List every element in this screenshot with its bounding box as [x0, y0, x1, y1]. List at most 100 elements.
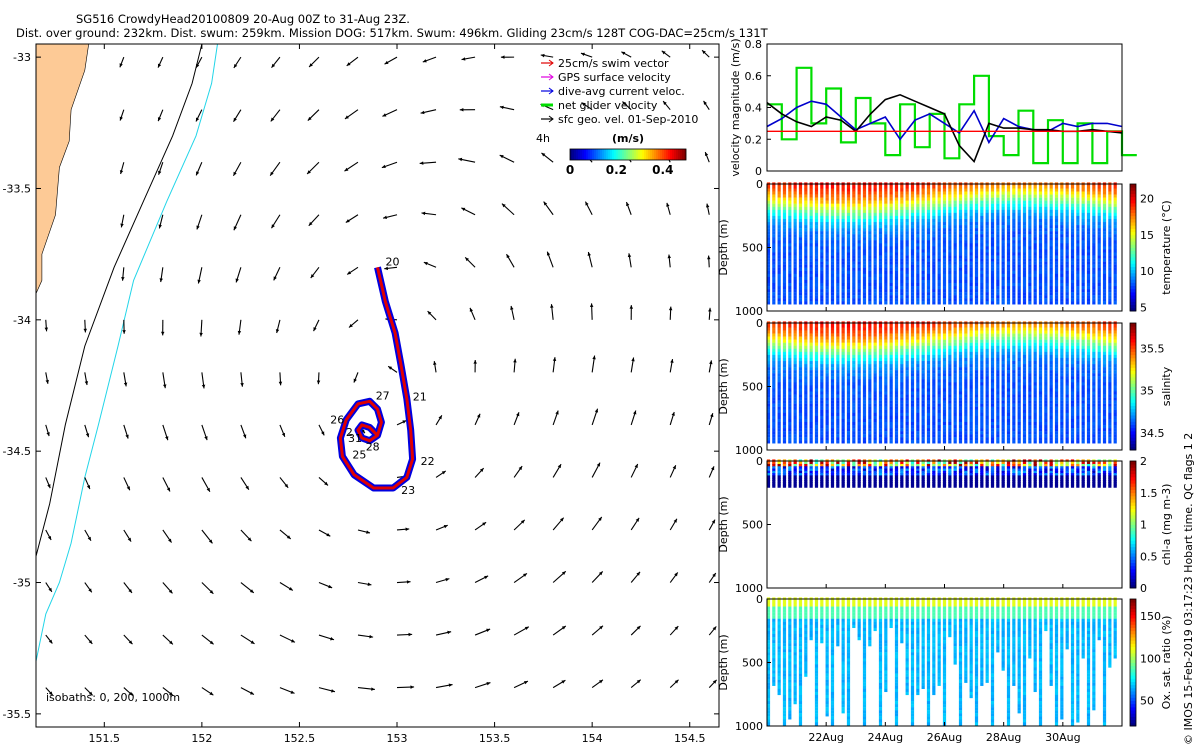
profile-sample — [975, 419, 978, 422]
profile-sample — [980, 385, 983, 388]
profile-sample — [1039, 283, 1042, 286]
profile-sample — [954, 301, 957, 304]
profile-sample — [826, 407, 829, 410]
profile-sample — [1034, 407, 1037, 410]
profile-sample — [1023, 253, 1026, 256]
profile-sample — [831, 225, 834, 228]
profile-sample — [1076, 195, 1079, 198]
profile-sample — [1018, 292, 1021, 295]
profile-sample — [820, 385, 823, 388]
profile-sample — [980, 437, 983, 440]
profile-sample — [996, 262, 999, 265]
profile-sample — [820, 334, 823, 337]
profile-sample — [895, 343, 898, 346]
profile-sample — [794, 225, 797, 228]
profile-sample — [927, 404, 930, 407]
profile-sample — [954, 395, 957, 398]
profile-sample — [890, 327, 893, 330]
profile-sample — [980, 228, 983, 231]
profile-sample — [938, 358, 941, 361]
profile-sample — [1034, 243, 1037, 246]
profile-sample — [783, 401, 786, 404]
profile-sample — [831, 265, 834, 268]
profile-sample — [858, 198, 861, 201]
profile-sample — [874, 361, 877, 364]
profile-sample — [799, 222, 802, 225]
profile-sample — [884, 204, 887, 207]
profile-sample — [890, 434, 893, 437]
profile-sample — [943, 274, 946, 277]
profile-sample — [810, 219, 813, 222]
profile-sample — [911, 201, 914, 204]
profile-sample — [922, 331, 925, 334]
profile-sample — [1087, 292, 1090, 295]
profile-sample — [852, 185, 855, 188]
profile-sample — [900, 398, 903, 401]
profile-sample — [1103, 207, 1106, 210]
profile-sample — [852, 253, 855, 256]
profile-sample — [1028, 231, 1031, 234]
profile-sample — [884, 240, 887, 243]
profile-sample — [820, 213, 823, 216]
profile-sample — [975, 243, 978, 246]
profile-sample — [1066, 198, 1069, 201]
profile-sample — [922, 388, 925, 391]
profile-sample — [1103, 201, 1106, 204]
profile-sample — [1012, 425, 1015, 428]
profile-sample — [900, 298, 903, 301]
profile-sample — [932, 286, 935, 289]
profile-sample — [863, 207, 866, 210]
profile-sample — [788, 382, 791, 385]
profile-sample — [868, 253, 871, 256]
profile-sample — [932, 343, 935, 346]
profile-sample — [1092, 216, 1095, 219]
profile-sample — [842, 195, 845, 198]
profile-sample — [1002, 237, 1005, 240]
profile-sample — [986, 352, 989, 355]
profile-sample — [895, 192, 898, 195]
profile-sample — [959, 283, 962, 286]
profile-sample — [1071, 249, 1074, 252]
profile-sample — [810, 192, 813, 195]
profile-sample — [1028, 198, 1031, 201]
profile-sample — [794, 355, 797, 358]
profile-sample — [884, 222, 887, 225]
profile-sample — [970, 286, 973, 289]
profile-sample — [927, 358, 930, 361]
profile-sample — [1098, 225, 1101, 228]
profile-sample — [804, 274, 807, 277]
profile-sample — [927, 434, 930, 437]
profile-sample — [868, 434, 871, 437]
profile-sample — [1103, 213, 1106, 216]
profile-sample — [783, 437, 786, 440]
profile-sample — [922, 246, 925, 249]
profile-sample — [1076, 240, 1079, 243]
profile-sample — [970, 431, 973, 434]
profile-sample — [1002, 361, 1005, 364]
profile-sample — [943, 422, 946, 425]
profile-sample — [1012, 231, 1015, 234]
profile-sample — [868, 234, 871, 237]
profile-sample — [826, 437, 829, 440]
profile-sample — [970, 204, 973, 207]
profile-sample — [842, 379, 845, 382]
profile-sample — [916, 434, 919, 437]
profile-sample — [826, 349, 829, 352]
profile-sample — [916, 382, 919, 385]
profile-sample — [970, 407, 973, 410]
profile-sample — [895, 222, 898, 225]
profile-sample — [815, 425, 818, 428]
profile-sample — [938, 416, 941, 419]
profile-sample — [842, 370, 845, 373]
profile-sample — [948, 201, 951, 204]
profile-sample — [772, 440, 775, 443]
profile-sample — [874, 198, 877, 201]
profile-sample — [858, 425, 861, 428]
profile-sample — [836, 289, 839, 292]
profile-sample — [911, 373, 914, 376]
profile-sample — [1114, 298, 1117, 301]
profile-sample — [916, 367, 919, 370]
profile-sample — [1044, 256, 1047, 259]
profile-sample — [874, 422, 877, 425]
profile-sample — [858, 228, 861, 231]
